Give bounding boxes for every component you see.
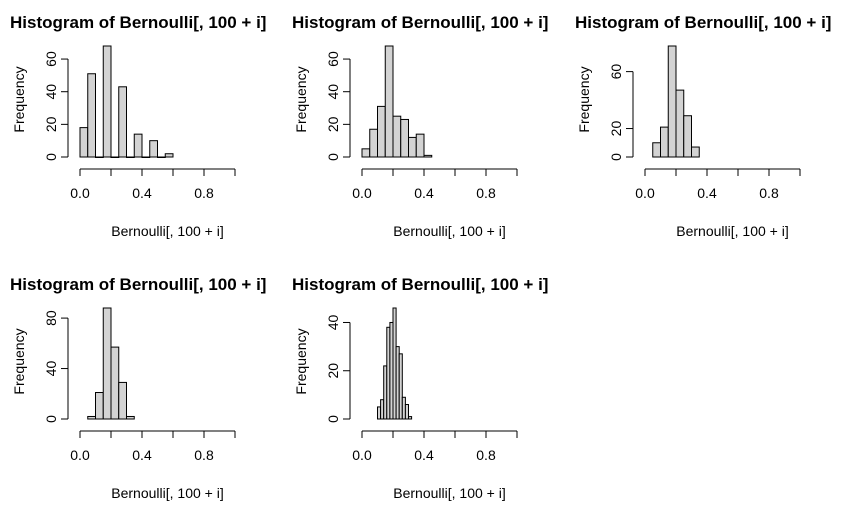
y-tick-label: 80 [43,310,59,326]
histogram-bar-3 [667,45,677,158]
y-tick-label: 60 [608,64,624,80]
x-tick-label: 0.4 [132,447,152,463]
x-tick-label: 0.0 [70,447,90,463]
histogram-bar-2 [369,128,378,158]
histogram-bar-10 [404,404,410,420]
x-axis-label: Bernoulli[, 100 + i] [393,485,505,501]
histogram-bar-4 [102,45,112,158]
x-tick-label: 0.8 [476,447,496,463]
x-tick-label: 0.4 [132,185,152,201]
y-axis-label: Frequency [293,328,309,394]
x-tick-label: 0.4 [697,185,717,201]
x-tick-label: 0.0 [352,447,372,463]
histogram-bar-7 [408,136,417,158]
chart-title: Histogram of Bernoulli[, 100 + i] [10,13,266,32]
x-tick-label: 0.0 [70,185,90,201]
histogram-bar-2 [660,126,669,158]
chart-title: Histogram of Bernoulli[, 100 + i] [575,13,831,32]
x-tick-label: 0.4 [414,185,434,201]
histogram-bar-11 [157,156,166,158]
histogram-bar-6 [691,146,700,158]
y-tick-label: 40 [43,84,59,100]
histogram-bar-9 [141,156,151,158]
x-axis-label: Bernoulli[, 100 + i] [393,223,505,239]
x-axis-label: Bernoulli[, 100 + i] [111,485,223,501]
histogram-bar-11 [408,416,413,420]
histogram-bar-2 [95,392,104,420]
y-tick-label: 0 [325,153,341,161]
histogram-panel-1: Histogram of Bernoulli[, 100 + i] Frequen… [10,13,266,239]
histogram-bar-1 [652,142,661,158]
x-tick-label: 0.0 [352,185,372,201]
x-tick-label: 0.4 [414,447,434,463]
y-tick-label: 20 [43,116,59,132]
histogram-panel-2: Histogram of Bernoulli[, 100 + i] Frequen… [292,13,548,239]
y-tick-label: 20 [325,116,341,132]
y-tick-label: 0 [608,153,624,161]
y-axis-label: Frequency [293,66,309,132]
histogram-panel-3: Histogram of Bernoulli[, 100 + i] Frequen… [575,13,831,239]
histogram-bar-1 [87,415,96,420]
histogram-bar-3 [95,156,104,158]
histogram-bar-1 [361,148,371,158]
histogram-panel-5: Histogram of Bernoulli[, 100 + i] Frequen… [292,275,548,501]
histogram-bar-5 [110,156,120,158]
x-tick-label: 0.8 [759,185,779,201]
x-axis-label: Bernoulli[, 100 + i] [111,223,223,239]
histogram-bar-8 [133,133,143,158]
histogram-bar-6 [400,118,409,158]
histogram-bar-4 [384,45,394,158]
x-axis-label: Bernoulli[, 100 + i] [676,223,788,239]
y-tick-label: 40 [43,361,59,377]
y-tick-label: 20 [325,363,341,379]
histogram-bar-3 [102,307,112,420]
x-tick-label: 0.0 [635,185,655,201]
y-tick-label: 0 [325,415,341,423]
y-tick-label: 0 [43,415,59,423]
histogram-bar-6 [118,86,127,158]
chart-title: Histogram of Bernoulli[, 100 + i] [10,275,266,294]
histogram-bar-3 [377,105,386,158]
histogram-bar-5 [683,115,692,158]
y-tick-label: 20 [608,121,624,137]
x-tick-label: 0.8 [194,447,214,463]
histogram-bar-8 [398,353,403,420]
histogram-bar-12 [164,153,174,158]
histogram-bar-5 [118,381,127,420]
x-tick-label: 0.8 [194,185,214,201]
histogram-panel-4: Histogram of Bernoulli[, 100 + i] Frequen… [10,275,266,501]
histogram-bar-4 [675,89,685,158]
histogram-bar-9 [423,154,433,158]
chart-title: Histogram of Bernoulli[, 100 + i] [292,275,548,294]
y-axis-label: Frequency [11,328,27,394]
histogram-bar-4 [110,346,120,420]
histogram-bar-6 [126,415,135,420]
histogram-bar-7 [126,156,135,158]
y-tick-label: 60 [43,51,59,67]
histogram-bar-10 [149,140,158,158]
chart-title: Histogram of Bernoulli[, 100 + i] [292,13,548,32]
histogram-bar-1 [79,127,89,158]
y-tick-label: 40 [325,84,341,100]
x-tick-label: 0.8 [476,185,496,201]
y-tick-label: 0 [43,153,59,161]
histogram-bar-5 [392,115,402,158]
y-axis-label: Frequency [576,66,592,132]
histogram-bar-8 [415,133,425,158]
histogram-bar-2 [87,73,96,158]
y-axis-label: Frequency [11,66,27,132]
y-tick-label: 60 [325,51,341,67]
y-tick-label: 40 [325,314,341,330]
